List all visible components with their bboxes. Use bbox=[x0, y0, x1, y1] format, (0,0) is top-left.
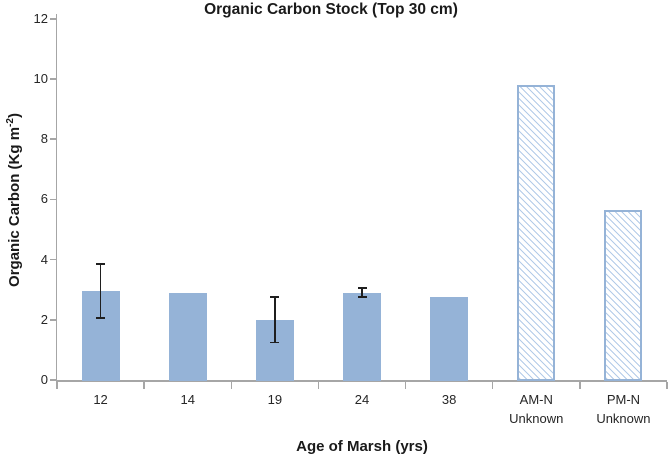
y-tick-label: 12 bbox=[33, 10, 48, 26]
y-tick-mark bbox=[49, 319, 56, 321]
bar-pm-n-unknown bbox=[604, 209, 643, 381]
error-bar-cap-bottom bbox=[270, 341, 280, 344]
x-tick-mark bbox=[143, 382, 145, 389]
y-tick-mark bbox=[49, 258, 56, 261]
error-bar-cap-bottom bbox=[96, 317, 106, 320]
y-axis-title-suffix: ) bbox=[6, 113, 23, 119]
y-tick-mark bbox=[49, 198, 56, 201]
x-tick-mark bbox=[666, 382, 668, 389]
error-bar-cap-top bbox=[270, 296, 280, 299]
bar-38 bbox=[430, 297, 469, 381]
error-bar-line bbox=[361, 288, 363, 298]
bar-24 bbox=[343, 292, 381, 381]
x-axis-title: Age of Marsh (yrs) bbox=[296, 438, 428, 455]
x-tick-label: 14 bbox=[180, 392, 195, 407]
error-bar-line bbox=[274, 297, 276, 343]
x-tick-mark bbox=[404, 382, 407, 389]
x-tick-mark bbox=[491, 382, 494, 389]
x-axis-line bbox=[55, 380, 667, 382]
error-bar-cap-top bbox=[357, 287, 367, 289]
bar-am-n-unknown bbox=[517, 85, 556, 381]
bar-14 bbox=[168, 292, 207, 381]
x-tick-label: 24 bbox=[354, 392, 370, 407]
y-axis-line bbox=[55, 14, 57, 382]
x-tick-mark bbox=[230, 382, 233, 389]
y-tick-label: 0 bbox=[40, 372, 48, 387]
x-tick-label: 19 bbox=[267, 392, 283, 407]
error-bar-cap-top bbox=[96, 263, 106, 265]
y-tick-mark bbox=[49, 138, 56, 140]
y-tick-label: 4 bbox=[40, 251, 48, 267]
y-axis-title-superscript: -2 bbox=[5, 118, 16, 127]
error-bar-cap-bottom bbox=[357, 296, 367, 299]
y-tick-label: 10 bbox=[33, 71, 48, 86]
y-tick-label: 6 bbox=[40, 191, 48, 207]
x-tick-label: 12 bbox=[93, 392, 108, 407]
x-tick-mark bbox=[579, 382, 581, 389]
chart-title: Organic Carbon Stock (Top 30 cm) bbox=[204, 1, 458, 18]
x-tick-label: 38 bbox=[441, 392, 457, 407]
y-tick-mark bbox=[49, 18, 56, 20]
x-tick-label: PM-N Unknown bbox=[596, 392, 651, 426]
x-tick-mark bbox=[56, 382, 58, 389]
x-tick-label: AM-N Unknown bbox=[509, 392, 564, 426]
y-tick-mark bbox=[49, 78, 56, 80]
error-bar-line bbox=[99, 264, 102, 319]
x-tick-mark bbox=[317, 382, 320, 389]
y-tick-label: 8 bbox=[40, 131, 48, 147]
y-tick-mark bbox=[49, 379, 56, 381]
y-tick-label: 2 bbox=[40, 311, 48, 327]
